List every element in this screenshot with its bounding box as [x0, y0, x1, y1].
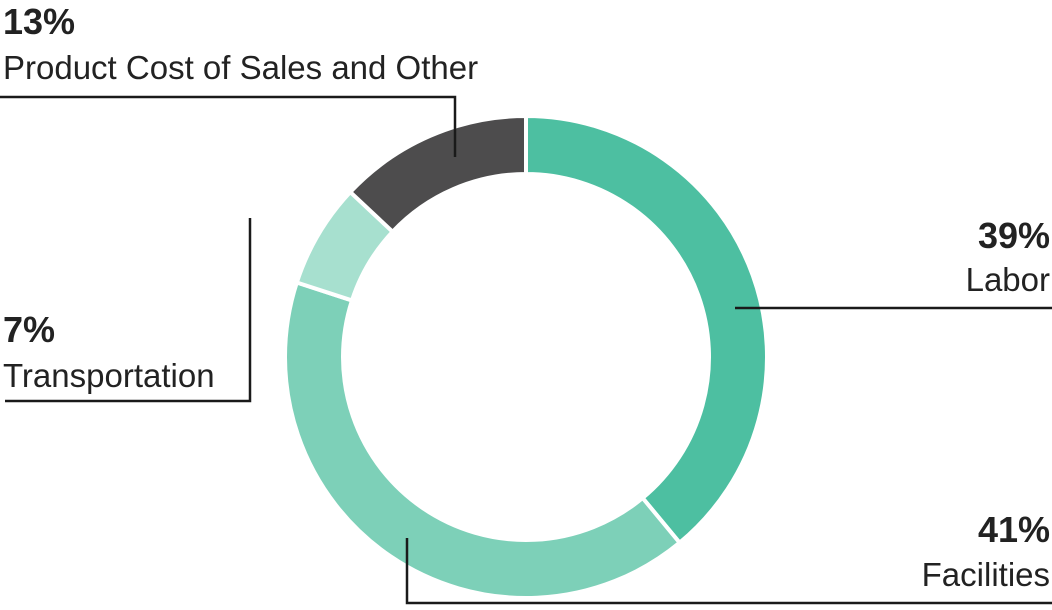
- leader-line-transportation: [5, 218, 252, 403]
- slice-value-label-transportation: 7%: [3, 309, 56, 350]
- slice-name-label-facilities: Facilities: [921, 556, 1050, 593]
- leader-lines: [0, 95, 1052, 605]
- leader-line-facilities: [405, 538, 1052, 605]
- donut-slice-product-cost-of-sales-and-other: [347, 113, 528, 235]
- leader-line-other: [0, 95, 457, 157]
- slice-name-label-other: Product Cost of Sales and Other: [3, 49, 479, 86]
- slice-value-label-labor: 39%: [977, 215, 1050, 256]
- donut-slices: [283, 113, 769, 600]
- slice-name-label-labor: Labor: [965, 261, 1050, 298]
- donut-slice-facilities: [283, 280, 683, 600]
- slice-value-label-facilities: 41%: [977, 509, 1050, 550]
- slice-value-label-other: 13%: [3, 1, 76, 42]
- donut-slice-labor: [524, 113, 769, 546]
- slice-name-label-transportation: Transportation: [3, 357, 215, 394]
